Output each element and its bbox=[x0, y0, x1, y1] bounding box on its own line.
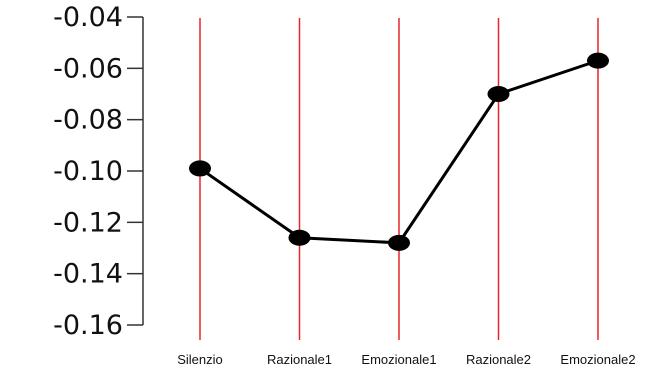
category-lines bbox=[199, 18, 599, 340]
data-point bbox=[388, 234, 410, 251]
data-point bbox=[487, 86, 510, 102]
y-tick-label: -0.06 bbox=[53, 53, 123, 84]
y-tick-label: -0.08 bbox=[53, 105, 123, 136]
x-tick-label: Razionale2 bbox=[466, 352, 531, 367]
series bbox=[189, 52, 609, 251]
x-tick-label: Razionale1 bbox=[267, 352, 332, 367]
y-tick-label: -0.14 bbox=[53, 259, 123, 290]
data-point bbox=[288, 229, 311, 246]
y-tick-label: -0.10 bbox=[53, 156, 123, 187]
y-tick-label: -0.16 bbox=[53, 310, 123, 341]
y-tick-label: -0.12 bbox=[53, 207, 123, 238]
y-axis: -0.04 -0.06 -0.08 -0.10 -0.12 -0.14 -0.16 bbox=[53, 2, 144, 341]
x-tick-label: Silenzio bbox=[177, 352, 223, 367]
data-point bbox=[189, 160, 211, 177]
x-tick-label: Emozionale2 bbox=[560, 352, 635, 367]
x-tick-label: Emozionale1 bbox=[361, 352, 436, 367]
y-tick-label: -0.04 bbox=[53, 2, 123, 33]
data-point bbox=[587, 52, 609, 69]
x-axis-labels: Silenzio Razionale1 Emozionale1 Razionale2 E… bbox=[177, 352, 635, 367]
